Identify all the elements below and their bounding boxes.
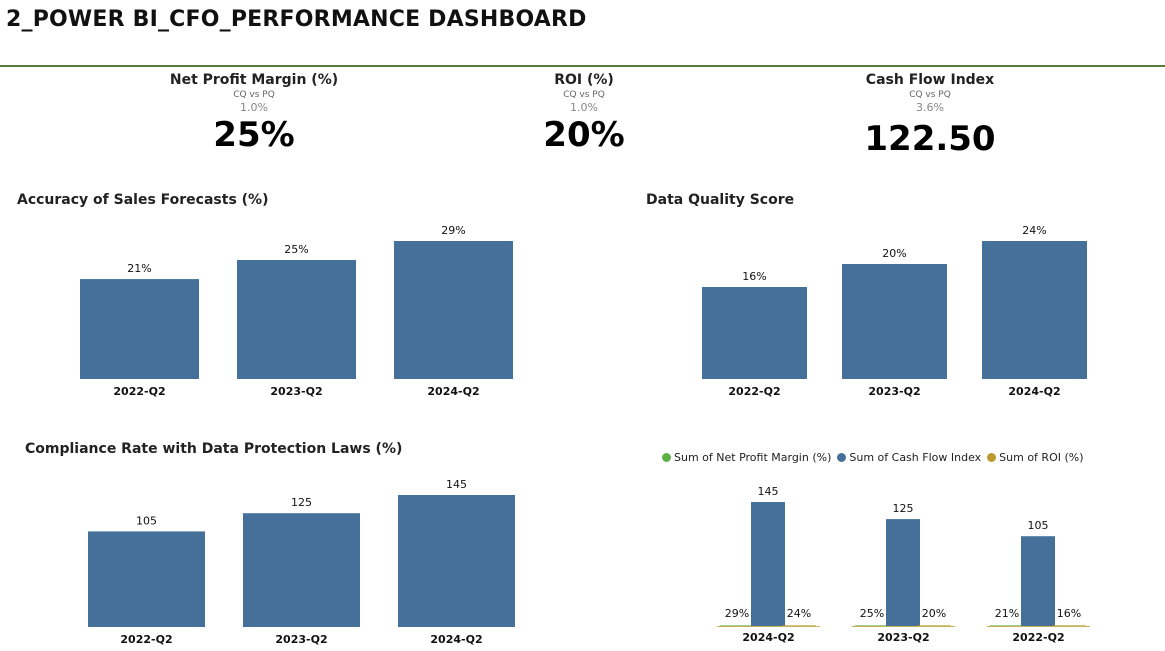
category-label: 2023-Q2 [270,385,322,398]
category-label: 2024-Q2 [430,633,482,646]
data-label: 24% [787,607,811,620]
category-label: 2023-Q2 [868,385,920,398]
data-quality-bar-chart[interactable]: 16% 2022-Q2 20% 2023-Q2 24% 2024-Q2 [690,215,1110,405]
kpi-change: 3.6% [916,101,944,114]
legend-dot-icon [662,453,671,462]
compliance-bar-chart[interactable]: 105 2022-Q2 125 2023-Q2 145 2024-Q2 [70,470,540,650]
bar[interactable] [394,241,513,379]
data-label: 29% [725,607,749,620]
data-label: 25% [284,243,308,256]
category-label: 2024-Q2 [1008,385,1060,398]
bar[interactable] [917,625,951,626]
data-label: 145 [446,478,467,491]
title-divider [0,65,1165,67]
data-label: 20% [882,247,906,260]
category-label: 2024-Q2 [742,631,794,644]
legend-dot-icon [987,453,997,462]
category-label: 2023-Q2 [877,631,929,644]
kpi-net-profit-margin[interactable]: Net Profit Margin (%) CQ vs PQ 1.0% 25% [104,72,404,155]
sales-forecast-bar-chart[interactable]: 21% 2022-Q2 25% 2023-Q2 29% 2024-Q2 [60,215,540,405]
kpi-comparison-label: CQ vs PQ [563,90,605,100]
bar[interactable] [1052,625,1086,626]
bar[interactable] [702,287,807,379]
bar[interactable] [751,502,785,626]
kpi-change: 1.0% [240,101,268,114]
legend-item-net-profit[interactable]: Sum of Net Profit Margin (%) [662,451,831,464]
kpi-roi[interactable]: ROI (%) CQ vs PQ 1.0% 20% [434,72,734,155]
category-label: 2024-Q2 [427,385,479,398]
category-label: 2022-Q2 [120,633,172,646]
category-label: 2022-Q2 [1012,631,1064,644]
legend-label: Sum of Cash Flow Index [849,451,982,464]
kpi-value: 122.50 [864,119,996,159]
data-label: 16% [742,270,766,283]
chart-title-sales-forecast: Accuracy of Sales Forecasts (%) [17,192,269,208]
combined-chart-legend[interactable]: Sum of Net Profit Margin (%) Sum of Cash … [662,451,1090,464]
kpi-cash-flow-index[interactable]: Cash Flow Index CQ vs PQ 3.6% 122.50 [780,72,1080,159]
data-label: 20% [922,607,946,620]
data-label: 21% [127,262,151,275]
bar[interactable] [990,625,1024,626]
kpi-label: ROI (%) [554,72,614,88]
legend-dot-icon [837,453,847,462]
kpi-value: 20% [543,115,625,155]
legend-label: Sum of ROI (%) [999,451,1084,464]
kpi-comparison-label: CQ vs PQ [909,90,951,100]
kpi-comparison-label: CQ vs PQ [233,90,275,100]
bar[interactable] [1021,536,1055,626]
data-label: 24% [1022,224,1046,237]
data-label: 125 [291,496,312,509]
category-label: 2023-Q2 [275,633,327,646]
data-label: 16% [1057,607,1081,620]
data-label: 25% [860,607,884,620]
kpi-change: 1.0% [570,101,598,114]
bar[interactable] [243,513,360,627]
chart-title-data-quality: Data Quality Score [646,192,795,208]
data-label: 105 [1028,519,1049,532]
bar[interactable] [855,625,889,626]
bar[interactable] [720,625,754,626]
bar[interactable] [982,241,1087,379]
chart-title-compliance: Compliance Rate with Data Protection Law… [25,441,403,457]
data-label: 29% [441,224,465,237]
category-label: 2022-Q2 [113,385,165,398]
bar[interactable] [237,260,356,379]
bar[interactable] [842,264,947,379]
combined-clustered-bar-chart[interactable]: 29% 145 24% 2024-Q2 25% 125 20% 2023-Q2 21% 105 16… [700,475,1110,650]
legend-label: Sum of Net Profit Margin (%) [674,451,832,464]
bar[interactable] [886,519,920,626]
bar[interactable] [782,625,816,626]
bar[interactable] [398,495,515,627]
legend-item-roi[interactable]: Sum of ROI (%) [987,451,1084,464]
data-label: 125 [893,502,914,515]
data-label: 105 [136,514,157,527]
legend-item-cash-flow[interactable]: Sum of Cash Flow Index [837,451,981,464]
bar[interactable] [80,279,199,379]
page-title: 2_POWER BI_CFO_PERFORMANCE DASHBOARD [6,7,587,32]
bar[interactable] [88,531,205,627]
kpi-value: 25% [213,115,295,155]
kpi-label: Cash Flow Index [865,72,995,88]
data-label: 145 [758,485,779,498]
data-label: 21% [995,607,1019,620]
category-label: 2022-Q2 [728,385,780,398]
kpi-label: Net Profit Margin (%) [169,72,339,88]
